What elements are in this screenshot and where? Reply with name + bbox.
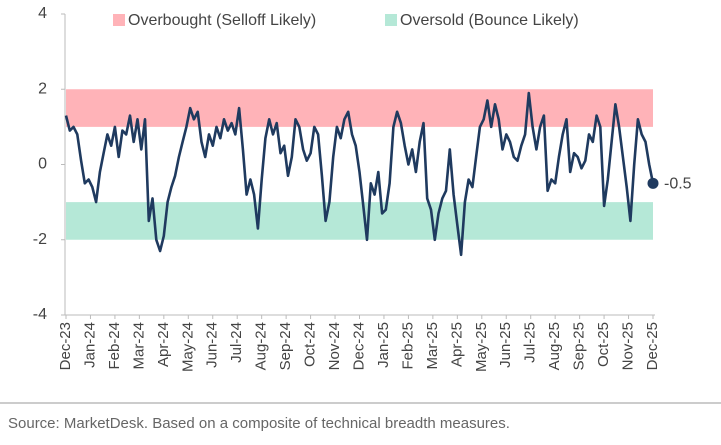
x-tick-label: Oct-24 [302,322,319,367]
legend-swatch [385,14,397,26]
y-tick-label: 2 [38,80,47,97]
x-tick-label: Aug-24 [253,322,270,370]
x-tick-label: Sep-25 [571,322,588,370]
source: Source: MarketDesk. Based on a composite… [8,415,510,432]
x-tick-label: Oct-25 [595,322,612,367]
x-tick-label: Feb-25 [399,322,416,370]
band [66,89,653,127]
x-tick-label: Jan-25 [375,322,392,368]
x-tick-label: Apr-24 [155,322,172,367]
x-tick-label: Jun-25 [497,322,514,368]
x-tick-label: Feb-24 [106,322,123,370]
x-tick-label: May-25 [473,322,490,372]
legend-swatch [113,14,125,26]
y-tick-label: -4 [33,306,47,323]
end-label: -0.5 [664,176,692,193]
end-marker [647,177,659,189]
x-tick-label: Nov-25 [620,322,637,370]
legend-label: Oversold (Bounce Likely) [400,12,579,29]
x-tick-label: May-24 [179,322,196,372]
x-tick-label: Mar-25 [424,322,441,370]
x-tick-label: Jun-24 [204,322,221,368]
line [64,91,655,257]
y-tick-label: 0 [38,156,47,173]
x-tick-label: Aug-25 [546,322,563,370]
x-tick-label: Sep-24 [277,322,294,370]
legend-label: Overbought (Selloff Likely) [128,12,316,29]
x-tick-label: Dec-23 [57,322,74,370]
y-tick-label: 4 [38,5,47,22]
x-tick-label: Jul-24 [228,322,245,363]
y-tick-label: -2 [33,231,47,248]
x-tick-label: Mar-24 [130,322,147,370]
x-tick-label: Jul-25 [522,322,539,363]
x-tick-label: Dec-24 [350,322,367,370]
x-tick-label: Jan-24 [81,322,98,368]
x-tick-label: Apr-25 [448,322,465,367]
x-tick-label: Dec-25 [644,322,661,370]
x-tick-label: Nov-24 [326,322,343,370]
